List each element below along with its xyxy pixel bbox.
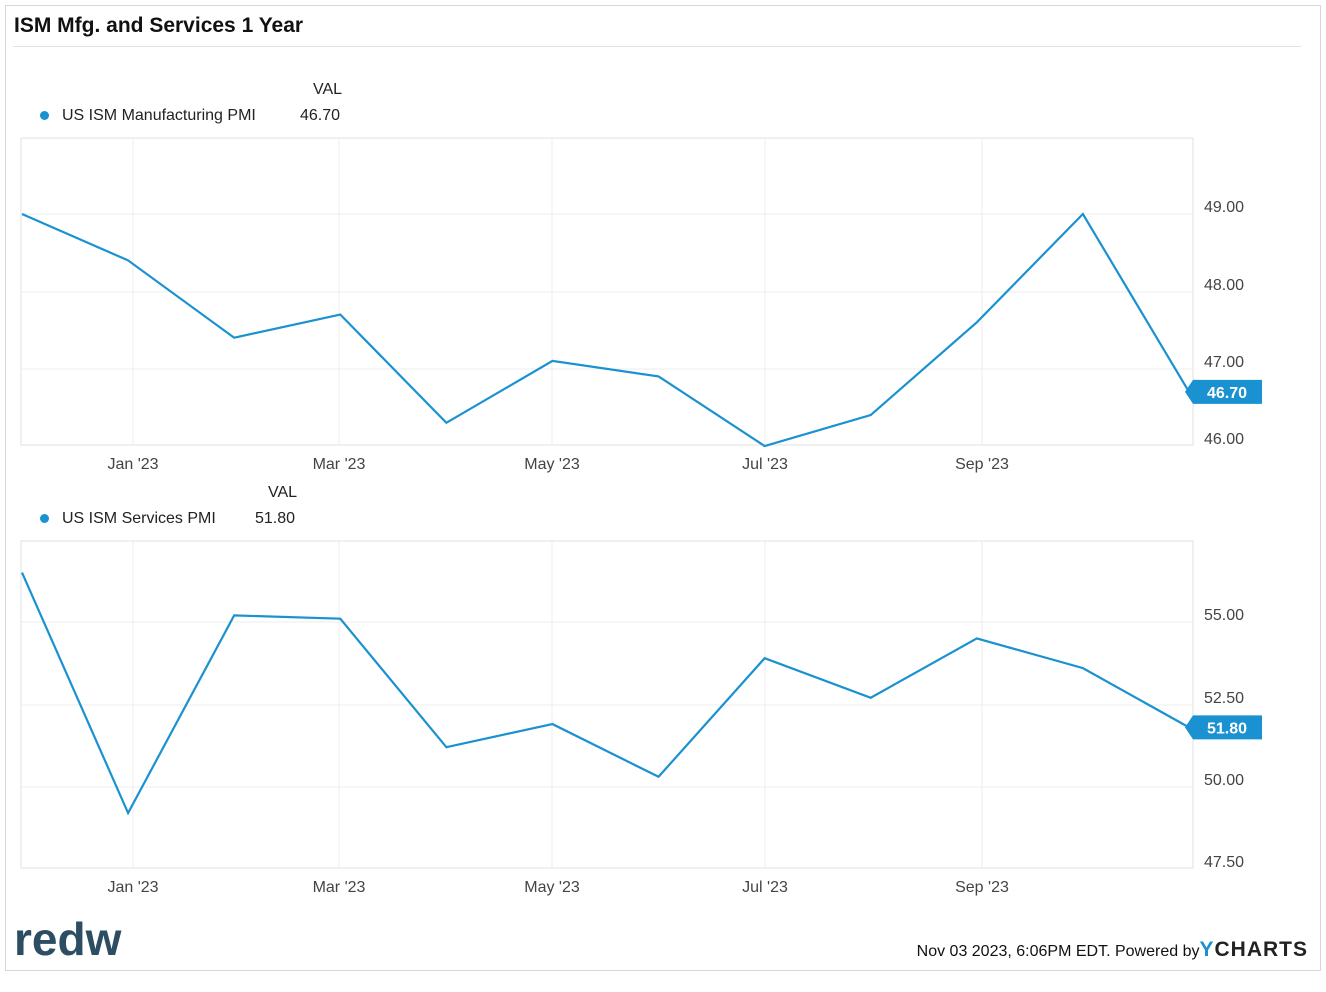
legend-series-value: 51.80 — [255, 510, 296, 527]
y-tick-label: 46.00 — [1204, 431, 1244, 448]
y-tick-label: 52.50 — [1204, 690, 1244, 707]
redw-logo: redw — [14, 913, 122, 965]
x-tick-label: Jan '23 — [107, 879, 158, 896]
title-divider — [13, 46, 1301, 47]
series-line — [21, 212, 1190, 448]
y-tick-label: 49.00 — [1204, 199, 1244, 216]
ycharts-logo-text: CHARTS — [1214, 938, 1308, 961]
y-tick-label: 55.00 — [1204, 607, 1244, 624]
x-tick-label: Jul '23 — [742, 456, 788, 473]
legend-series-dot — [40, 111, 49, 120]
chart-frame — [5, 5, 1321, 971]
series-line — [20, 572, 1190, 816]
last-value-label: 51.80 — [1207, 720, 1247, 737]
ycharts-logo-y: Y — [1199, 938, 1215, 961]
x-tick-label: Sep '23 — [955, 879, 1009, 896]
legend-series-name[interactable]: US ISM Services PMI — [62, 510, 216, 527]
last-value-label: 46.70 — [1207, 385, 1247, 402]
legend-val-header: VAL — [313, 81, 343, 98]
x-tick-label: May '23 — [524, 879, 580, 896]
x-tick-label: Jul '23 — [742, 879, 788, 896]
x-tick-label: May '23 — [524, 456, 580, 473]
chart-title: ISM Mfg. and Services 1 Year — [14, 14, 304, 37]
y-tick-label: 47.50 — [1204, 854, 1244, 871]
footer-powered-by: Powered by — [1114, 943, 1200, 960]
footer-timestamp: Nov 03 2023, 6:06PM EDT. — [916, 943, 1111, 960]
y-tick-label: 47.00 — [1204, 354, 1244, 371]
legend-series-name[interactable]: US ISM Manufacturing PMI — [62, 107, 256, 124]
legend-series-value: 46.70 — [300, 107, 341, 124]
x-tick-label: Mar '23 — [313, 456, 366, 473]
last-value-flag — [1185, 379, 1262, 404]
x-tick-label: Mar '23 — [313, 879, 366, 896]
y-tick-label: 48.00 — [1204, 277, 1244, 294]
last-value-flag — [1185, 715, 1262, 740]
legend-val-header: VAL — [268, 484, 298, 501]
legend-series-dot — [40, 514, 49, 523]
footer: Nov 03 2023, 6:06PM EDT. Powered byYCHAR… — [917, 938, 1308, 962]
y-tick-label: 50.00 — [1204, 772, 1244, 789]
ycharts-logo[interactable]: YCHARTS — [1199, 938, 1308, 961]
x-tick-label: Sep '23 — [955, 456, 1009, 473]
x-tick-label: Jan '23 — [107, 456, 158, 473]
